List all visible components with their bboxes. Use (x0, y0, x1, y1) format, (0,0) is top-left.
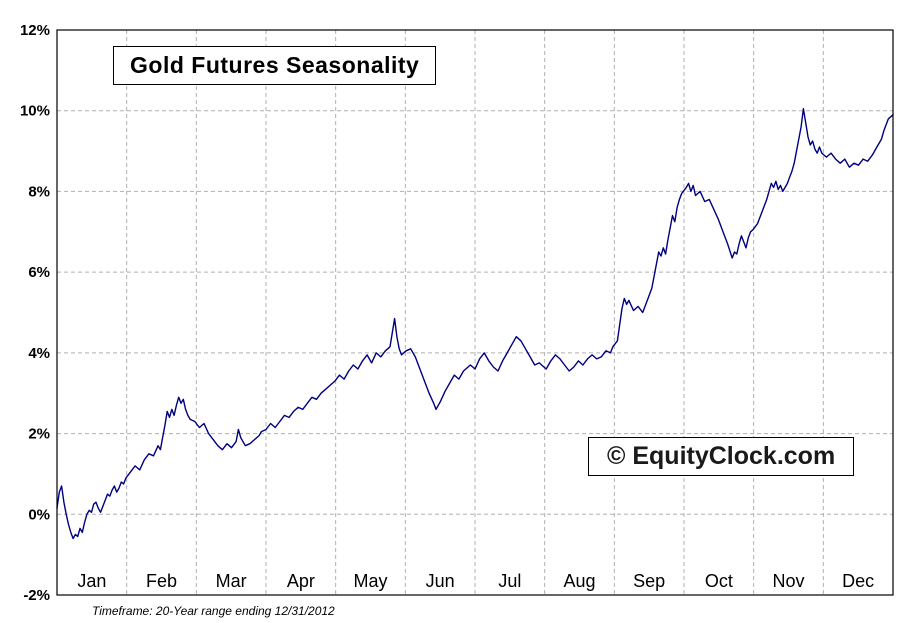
timeframe-note: Timeframe: 20-Year range ending 12/31/20… (92, 604, 335, 618)
x-axis-month-label: Mar (216, 571, 247, 591)
x-axis-month-label: Apr (287, 571, 315, 591)
y-axis-tick-label: 12% (20, 22, 50, 39)
chart-title: Gold Futures Seasonality (113, 46, 437, 85)
x-axis-month-label: Aug (563, 571, 595, 591)
y-axis-tick-label: 8% (28, 183, 50, 200)
y-axis-tick-label: 0% (28, 506, 50, 523)
x-axis-month-label: Nov (772, 571, 804, 591)
x-axis-month-label: Sep (633, 571, 665, 591)
x-axis-month-label: Oct (705, 571, 733, 591)
y-axis-tick-label: 2% (28, 426, 50, 443)
equityclock-watermark: © EquityClock.com (588, 437, 855, 476)
x-axis-month-label: May (353, 571, 387, 591)
plot-border (56, 29, 894, 596)
y-axis-tick-label: -2% (23, 587, 50, 604)
x-axis-month-label: Jul (498, 571, 521, 591)
y-axis-tick-label: 6% (28, 264, 50, 281)
x-axis-month-label: Dec (842, 571, 874, 591)
y-axis-tick-label: 4% (28, 345, 50, 362)
x-axis-month-label: Jan (77, 571, 106, 591)
x-axis-month-label: Jun (426, 571, 455, 591)
x-axis-month-label: Feb (146, 571, 177, 591)
y-axis-tick-label: 10% (20, 103, 50, 120)
seasonality-line-series (56, 107, 894, 540)
